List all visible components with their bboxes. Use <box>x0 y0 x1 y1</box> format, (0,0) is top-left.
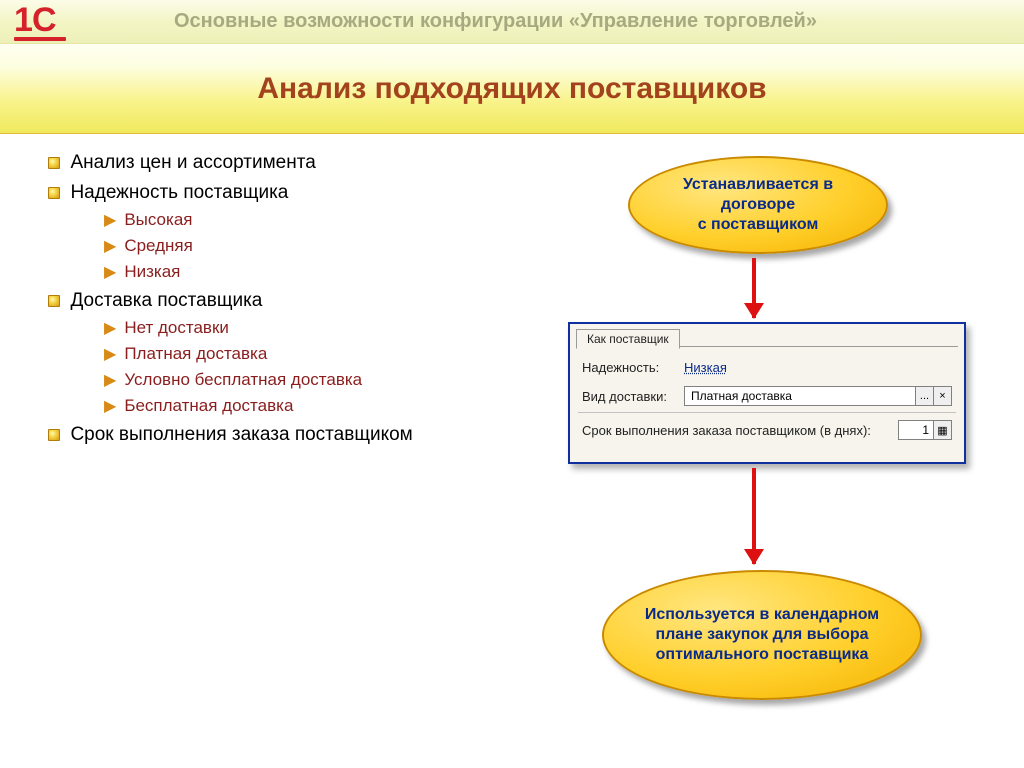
row-delivery: Вид доставки: Платная доставка ... × <box>582 386 952 406</box>
bullet-list: Анализ цен и ассортимента Надежность пос… <box>48 152 528 758</box>
sub-bullet: ▶ Платная доставка <box>104 344 528 364</box>
arrow-bottom <box>752 468 756 564</box>
callout-top-text: Устанавливается в договорес поставщиком <box>654 175 862 235</box>
ellipsis-button[interactable]: ... <box>915 387 933 405</box>
bullet-item: Срок выполнения заказа поставщиком <box>48 424 528 446</box>
bullet1-icon <box>48 187 60 199</box>
arrow-head-icon <box>744 549 764 565</box>
bullet-item: Анализ цен и ассортимента <box>48 152 528 174</box>
row-reliability: Надежность: Низкая <box>582 360 952 375</box>
row-leadtime: Срок выполнения заказа поставщиком (в дн… <box>582 420 952 440</box>
bullet1-label: Надежность поставщика <box>70 182 288 203</box>
bullet1-icon <box>48 157 60 169</box>
bullet2-icon: ▶ <box>104 212 116 229</box>
callout-bottom-text: Используется в календарномплане закупок … <box>628 605 896 665</box>
leadtime-label: Срок выполнения заказа поставщиком (в дн… <box>582 423 871 438</box>
callout-top: Устанавливается в договорес поставщиком <box>628 156 888 254</box>
bullet2-label: Средняя <box>124 236 193 255</box>
reliability-label: Надежность: <box>582 360 684 375</box>
bullet2-label: Высокая <box>124 210 192 229</box>
title-band: Анализ подходящих поставщиков <box>0 44 1024 134</box>
bullet2-icon: ▶ <box>104 346 116 363</box>
logo-underline <box>14 37 66 41</box>
bullet2-label: Низкая <box>124 262 180 281</box>
reliability-value-link[interactable]: Низкая <box>684 360 727 375</box>
sub-bullet: ▶ Бесплатная доставка <box>104 396 528 416</box>
sub-bullet: ▶ Условно бесплатная доставка <box>104 370 528 390</box>
bullet-item: Доставка поставщика ▶ Нет доставки ▶ Платн… <box>48 290 528 416</box>
bullet1-label: Доставка поставщика <box>70 290 262 311</box>
bullet1-label: Срок выполнения заказа поставщиком <box>70 424 412 445</box>
bullet1-label: Анализ цен и ассортимента <box>70 152 315 173</box>
clear-button[interactable]: × <box>933 387 951 405</box>
bullet2-label: Нет доставки <box>124 318 229 337</box>
logo-digit-1: 1 <box>14 3 31 37</box>
panel-divider <box>578 412 956 413</box>
sub-bullet: ▶ Нет доставки <box>104 318 528 338</box>
calculator-icon[interactable]: ▦ <box>933 421 951 439</box>
delivery-value: Платная доставка <box>685 389 915 403</box>
leadtime-value: 1 <box>899 423 933 437</box>
bullet2-icon: ▶ <box>104 372 116 389</box>
bullet2-label: Бесплатная доставка <box>124 396 293 415</box>
bullet2-label: Условно бесплатная доставка <box>124 370 362 389</box>
sub-bullet: ▶ Низкая <box>104 262 528 282</box>
callout-bottom: Используется в календарномплане закупок … <box>602 570 922 700</box>
delivery-label: Вид доставки: <box>582 389 684 404</box>
arrow-top <box>752 258 756 318</box>
bullet-item: Надежность поставщика ▶Высокая ▶Средняя … <box>48 182 528 282</box>
page-title: Анализ подходящих поставщиков <box>257 72 766 106</box>
header-bar: 1 С Основные возможности конфигурации «У… <box>0 0 1024 44</box>
delivery-field[interactable]: Платная доставка ... × <box>684 386 952 406</box>
panel-tab[interactable]: Как поставщик <box>576 329 680 349</box>
content-area: Анализ цен и ассортимента Надежность пос… <box>0 134 1024 768</box>
logo-letter-c: С <box>32 3 55 37</box>
arrow-head-icon <box>744 303 764 319</box>
bullet1-icon <box>48 295 60 307</box>
bullet2-icon: ▶ <box>104 398 116 415</box>
bullet2-icon: ▶ <box>104 238 116 255</box>
bullet2-icon: ▶ <box>104 264 116 281</box>
logo-1c: 1 С <box>14 5 74 39</box>
bullet2-icon: ▶ <box>104 320 116 337</box>
sub-bullet: ▶ Высокая <box>104 210 528 230</box>
bullet2-label: Платная доставка <box>124 344 267 363</box>
leadtime-field[interactable]: 1 ▦ <box>898 420 952 440</box>
bullet1-icon <box>48 429 60 441</box>
supplier-panel: Как поставщик Надежность: Низкая Вид дос… <box>568 322 966 464</box>
diagram-area: Устанавливается в договорес поставщиком … <box>528 152 1000 758</box>
sub-bullet: ▶ Средняя <box>104 236 528 256</box>
header-subtitle: Основные возможности конфигурации «Управ… <box>174 10 817 33</box>
